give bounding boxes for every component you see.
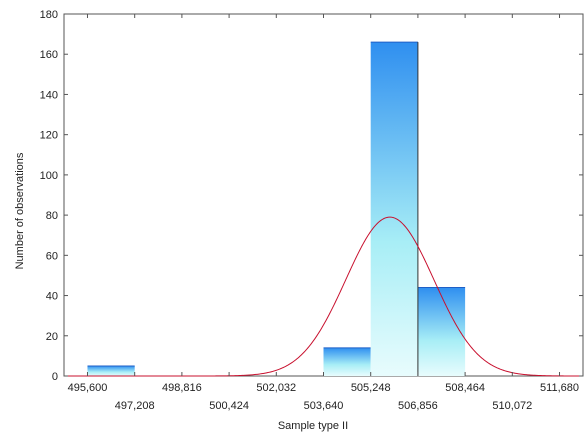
y-tick-label: 180 <box>40 9 58 21</box>
x-tick-label: 498,816 <box>162 382 202 394</box>
histogram-bar <box>417 287 466 376</box>
y-tick-label: 140 <box>40 89 58 101</box>
x-tick-label: 508,464 <box>445 382 485 394</box>
y-tick-label: 120 <box>40 130 58 142</box>
x-tick-label: 506,856 <box>398 400 438 412</box>
x-tick-label: 502,032 <box>256 382 296 394</box>
histogram-bar <box>323 347 371 376</box>
y-tick-label: 20 <box>46 331 58 343</box>
normal-fit-curve <box>64 216 583 377</box>
y-tick-label: 40 <box>46 291 58 303</box>
x-tick-label: 510,072 <box>492 400 532 412</box>
x-tick-label: 500,424 <box>209 400 249 412</box>
plot-area: 0 20 40 60 80 100 120 140 160 180 495,600 497,208 49… <box>40 9 584 412</box>
y-tick-label: 160 <box>40 49 58 61</box>
x-tick-label: 497,208 <box>115 400 155 412</box>
y-tick-label: 100 <box>40 170 58 182</box>
y-axis-label: Number of observations <box>14 152 26 269</box>
plot-frame <box>63 13 584 377</box>
histogram-bar <box>370 42 418 377</box>
x-axis-label: Sample type II <box>278 420 348 432</box>
x-tick-label: 495,600 <box>68 382 108 394</box>
y-tick-label: 60 <box>46 250 58 262</box>
y-tick-label: 0 <box>52 371 58 383</box>
x-tick-label: 503,640 <box>304 400 344 412</box>
x-tick-label: 505,248 <box>351 382 391 394</box>
histogram-bar <box>87 365 135 376</box>
x-tick-label: 511,680 <box>540 382 579 394</box>
y-tick-label: 80 <box>46 210 58 222</box>
